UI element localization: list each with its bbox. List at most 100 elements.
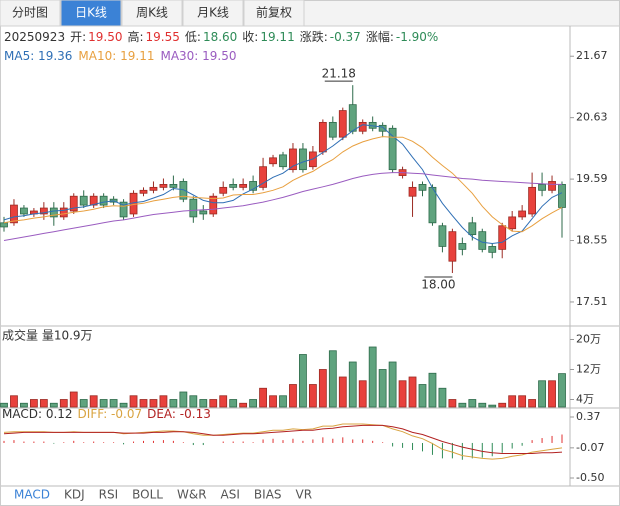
candle-body [558, 184, 566, 208]
indicator-tab[interactable]: MACD [14, 488, 50, 502]
tab-label[interactable]: 周K线 [136, 6, 168, 20]
indicator-tab[interactable]: BOLL [132, 488, 163, 502]
candle-body [229, 184, 238, 188]
indicator-tab[interactable]: W&R [177, 488, 207, 502]
candle-body [79, 195, 88, 206]
volume-bar [448, 399, 457, 408]
y-tick-label: 21.67 [576, 49, 608, 62]
candle-body [99, 195, 108, 206]
volume-bar [39, 399, 48, 408]
volume-bar [478, 402, 487, 408]
info-label: 低: [185, 30, 201, 44]
info-value: -0.37 [330, 30, 361, 44]
indicator-tab[interactable]: KDJ [64, 488, 85, 502]
volume-bar [169, 399, 178, 408]
candle-body [289, 148, 297, 171]
tab[interactable] [60, 0, 122, 27]
info-value: 19.50 [88, 30, 122, 44]
candle-body [488, 246, 497, 253]
candle-body [279, 154, 287, 168]
volume-bar [179, 391, 188, 408]
volume-bar [438, 387, 447, 408]
volume-bar [129, 395, 138, 408]
indicator-tab[interactable]: VR [296, 488, 313, 502]
legend-entry: MA5: 19.36 [4, 49, 72, 63]
candle-body [119, 201, 128, 218]
volume-bar [368, 346, 377, 408]
tab-label[interactable]: 分时图 [12, 6, 48, 20]
candle-body [269, 157, 277, 165]
volume-bar [149, 399, 158, 408]
volume-bar [49, 402, 58, 408]
volume-bar [99, 399, 108, 408]
volume-bar [79, 399, 88, 408]
y-tick-label: 17.51 [576, 295, 608, 308]
macd-legend: MACD: 0.12 DIFF: -0.07 DEA: -0.13 [2, 407, 211, 421]
candle-body [538, 184, 546, 191]
y-tick-label: 18.55 [576, 234, 608, 247]
candle-body [518, 210, 527, 218]
volume-bar [418, 384, 427, 408]
legend-entry: MA30: 19.50 [160, 49, 236, 63]
candle-body [189, 198, 198, 218]
candle-body [49, 207, 58, 218]
candle-body [388, 127, 397, 171]
volume-bar [229, 399, 238, 408]
candle-body [338, 110, 347, 138]
y-tick-label: 4万 [576, 393, 594, 406]
volume-bar [358, 380, 367, 408]
ma-line [3, 172, 562, 241]
indicator-tab[interactable]: RSI [99, 488, 119, 502]
tab[interactable] [0, 0, 61, 27]
volume-bar [468, 399, 477, 408]
candle-body [468, 222, 477, 236]
volume-bar [259, 387, 267, 408]
tab[interactable] [182, 0, 244, 27]
volume-bar [239, 402, 248, 408]
y-tick-label: 12万 [576, 363, 601, 376]
y-tick-label: 0.37 [576, 410, 601, 423]
candle-body [358, 121, 367, 132]
candle-body [149, 186, 158, 191]
tab[interactable] [243, 0, 305, 27]
info-value: 18.60 [203, 30, 237, 44]
y-tick-label: 20万 [576, 333, 601, 346]
info-label: 收: [242, 30, 258, 44]
candle-body [418, 184, 427, 191]
volume-bar [498, 402, 507, 408]
candle-body [219, 186, 228, 194]
candle-body [408, 186, 417, 197]
volume-bar [299, 354, 307, 408]
tab[interactable] [121, 0, 183, 27]
tab-label[interactable]: 日K线 [75, 6, 107, 20]
candle-body [39, 207, 48, 215]
legend-entry: MA10: 19.11 [78, 49, 154, 63]
candle-body [498, 225, 507, 250]
candle-body [259, 166, 267, 188]
info-line: 20250923 开: 19.50 高: 19.55 低: 18.60 收: 19.11 涨跌: -… [4, 29, 438, 44]
tab-label[interactable]: 前复权 [256, 5, 292, 20]
ma-line [3, 124, 563, 245]
info-value: 19.55 [146, 30, 180, 44]
tab-label[interactable]: 月K线 [197, 6, 229, 20]
indicator-tab[interactable]: BIAS [254, 488, 282, 502]
extreme-label: 21.18 [322, 67, 356, 81]
volume-bar [29, 399, 38, 408]
candle-body [199, 210, 208, 215]
volume-bar [318, 369, 327, 408]
volume-bar [109, 399, 118, 408]
volume-bar [398, 380, 407, 408]
indicator-tab[interactable]: ASI [221, 488, 240, 502]
info-value: -1.90% [396, 30, 438, 44]
volume-bar [548, 380, 556, 408]
info-label: 高: [127, 29, 143, 44]
volume-bar [558, 373, 566, 408]
candle-body [328, 121, 337, 138]
candle-body [179, 181, 188, 200]
volume-bar [338, 376, 347, 408]
extreme-label: 18.00 [421, 278, 455, 292]
volume-bar [428, 372, 437, 408]
volume-bar [378, 369, 387, 408]
